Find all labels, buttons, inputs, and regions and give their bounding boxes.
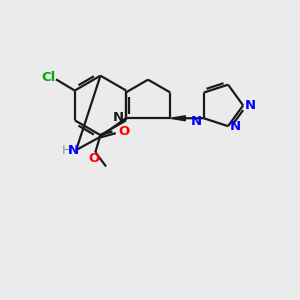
Text: N: N — [244, 99, 256, 112]
Text: H: H — [61, 145, 71, 158]
Text: N: N — [113, 111, 124, 124]
Polygon shape — [170, 116, 185, 121]
Text: N: N — [68, 145, 79, 158]
Text: Cl: Cl — [41, 71, 55, 84]
Text: N: N — [191, 115, 202, 128]
Text: O: O — [89, 152, 100, 165]
Text: N: N — [230, 120, 241, 133]
Text: O: O — [118, 125, 129, 138]
